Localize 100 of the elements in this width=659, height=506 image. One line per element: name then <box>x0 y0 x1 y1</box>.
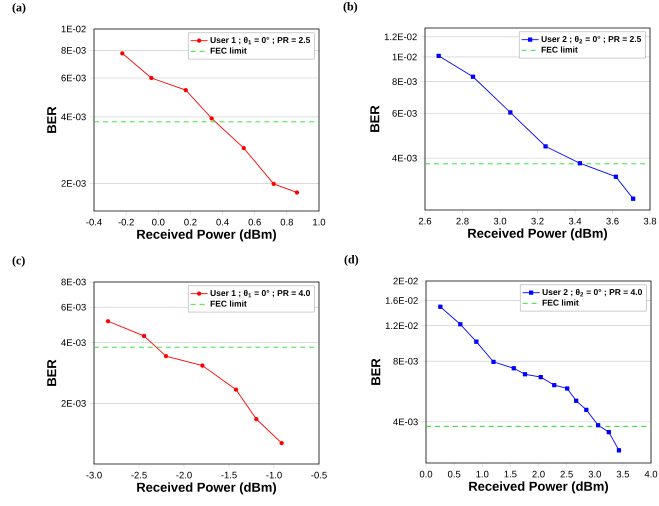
x-tick-label: 1.5 <box>504 470 517 478</box>
point <box>512 366 516 370</box>
point <box>470 74 476 79</box>
point <box>630 196 636 201</box>
point <box>543 144 548 149</box>
x-tick-label: 1.0 <box>313 218 326 226</box>
y-tick-label: 6E-03 <box>392 110 417 117</box>
x-tick-label: -0.4 <box>86 218 102 226</box>
point <box>254 416 259 422</box>
point <box>606 430 611 434</box>
x-tick-label: -0.5 <box>311 472 327 478</box>
point <box>294 190 300 195</box>
point <box>142 334 146 338</box>
x-tick-label: -1.5 <box>221 472 237 478</box>
point <box>164 354 168 358</box>
x-tick-label: 2.0 <box>532 470 545 478</box>
y-tick-label: 1E-02 <box>392 54 417 60</box>
point <box>210 116 214 121</box>
x-tick-label: 3.0 <box>494 218 506 224</box>
x-tick-label: -3.0 <box>86 472 102 478</box>
point <box>578 161 582 166</box>
point <box>508 110 512 115</box>
x-tick-label: -0.2 <box>118 218 134 226</box>
x-tick-label: 0.6 <box>248 218 261 226</box>
y-axis-title: BER <box>47 360 56 386</box>
point <box>106 319 110 324</box>
point <box>242 146 246 150</box>
y-tick-label: 6E-03 <box>61 304 86 311</box>
y-tick-label: 6E-03 <box>61 74 86 82</box>
point <box>616 448 622 452</box>
y-tick-label: 4E-03 <box>61 114 86 120</box>
point <box>200 363 205 368</box>
point <box>574 398 578 403</box>
y-tick-label: 1E-02 <box>62 26 86 32</box>
legend-label: User 1 ; θ$_{1}$ = 0° ; PR = 2.5 <box>210 36 310 44</box>
y-tick-label: 1.2E-02 <box>386 322 418 330</box>
x-tick-label: 2.5 <box>560 470 573 478</box>
y-tick-label: 4E-03 <box>61 339 86 346</box>
point <box>522 372 528 376</box>
legend-label: User 2 ; θ$_{2}$ = 0° ; PR = 2.5 <box>542 36 642 44</box>
x-tick-label: -1.0 <box>266 472 282 478</box>
x-tick-label: 3.5 <box>616 470 630 478</box>
x-tick-label: 0.0 <box>420 470 432 478</box>
y-axis-title: BER <box>47 106 56 133</box>
legend-label: User 1 ; θ$_{1}$ = 0° ; PR = 4.0 <box>210 290 310 298</box>
x-tick-label: 2.8 <box>456 218 469 224</box>
x-tick-label: 0.2 <box>184 218 197 226</box>
legend-label: FEC limit <box>210 300 247 307</box>
legend-label: User 2 ; θ$_{2}$ = 0° ; PR = 4.0 <box>542 288 642 296</box>
y-tick-label: 1.2E-02 <box>384 33 417 40</box>
y-tick-label: 2E-03 <box>61 180 86 187</box>
point <box>565 386 570 391</box>
x-tick-label: 3.8 <box>644 218 656 224</box>
chart-title: (a) <box>12 3 26 14</box>
point <box>584 408 588 412</box>
x-tick-label: 3.0 <box>588 470 601 478</box>
point <box>491 360 496 364</box>
y-tick-label: 2E-02 <box>393 278 418 284</box>
x-tick-label: 3.4 <box>568 218 582 224</box>
point <box>272 182 276 186</box>
x-tick-label: -2.5 <box>131 472 147 478</box>
point <box>552 382 556 388</box>
chart-title: (d) <box>344 255 358 266</box>
point <box>234 387 238 392</box>
legend-label: FEC limit <box>542 46 578 53</box>
point <box>120 51 124 56</box>
y-axis-title: BER <box>371 358 380 385</box>
point <box>474 340 478 344</box>
point <box>538 374 543 380</box>
x-axis-title: Received Power (dBm) <box>137 482 276 494</box>
y-tick-label: 8E-03 <box>61 278 86 286</box>
x-tick-label: 4.0 <box>644 470 658 478</box>
x-axis-title: Received Power (dBm) <box>469 481 608 494</box>
y-tick-label: 8E-03 <box>393 358 418 365</box>
x-tick-label: 3.2 <box>531 218 544 224</box>
y-tick-label: 1.6E-02 <box>386 297 418 304</box>
x-tick-label: 0.5 <box>448 470 460 478</box>
x-axis-title: Received Power (dBm) <box>468 228 608 240</box>
point <box>614 174 618 179</box>
point <box>280 440 284 446</box>
point <box>149 76 154 80</box>
y-tick-label: 2E-03 <box>61 400 86 407</box>
x-tick-label: 3.6 <box>606 218 619 224</box>
x-axis-title: Received Power (dBm) <box>137 229 276 242</box>
x-tick-label: 1.0 <box>476 470 488 478</box>
point <box>596 423 600 428</box>
point <box>438 304 442 309</box>
y-tick-label: 4E-03 <box>393 418 418 426</box>
point <box>184 88 188 92</box>
chart-title: (c) <box>12 256 25 267</box>
y-tick-label: 8E-03 <box>61 47 86 54</box>
chart-title: (b) <box>344 2 358 13</box>
point <box>458 322 462 326</box>
x-tick-label: 2.6 <box>418 218 432 224</box>
x-tick-label: 0.4 <box>216 218 229 226</box>
legend-label: FEC limit <box>542 299 579 306</box>
y-tick-label: 8E-03 <box>392 78 417 85</box>
x-tick-label: -2.0 <box>176 472 192 478</box>
y-tick-label: 4E-03 <box>392 154 417 162</box>
x-tick-label: 0.0 <box>152 218 164 226</box>
